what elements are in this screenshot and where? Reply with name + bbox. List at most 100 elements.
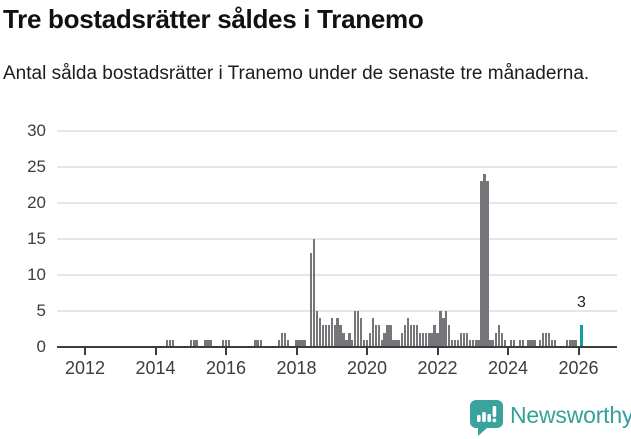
x-axis-tick-2026 bbox=[577, 348, 580, 355]
bar-2025-12 bbox=[574, 339, 577, 347]
bar-2015-06 bbox=[204, 339, 207, 347]
gridline-30 bbox=[57, 130, 617, 132]
newsworthy-logo[interactable]: Newsworthy bbox=[470, 400, 631, 436]
bar-2019-06 bbox=[345, 339, 348, 347]
newsworthy-bubble-chart-icon bbox=[470, 400, 503, 436]
bar-2015-03 bbox=[195, 339, 198, 347]
bar-2024-09 bbox=[530, 339, 533, 347]
bar-2018-06 bbox=[310, 253, 313, 347]
bar-2019-10 bbox=[357, 311, 360, 347]
bar-2025-04 bbox=[550, 339, 554, 347]
bar-2025-05 bbox=[553, 339, 557, 347]
x-axis-tick-2014 bbox=[154, 348, 157, 355]
bar-2022-04 bbox=[445, 311, 448, 347]
bar-2021-02 bbox=[404, 325, 407, 347]
bar-2023-12 bbox=[503, 339, 507, 347]
bar-2020-06 bbox=[380, 339, 383, 347]
bar-2022-08 bbox=[456, 339, 460, 347]
bar-2020-10 bbox=[392, 339, 395, 347]
gridline-15 bbox=[57, 238, 617, 240]
bar-2018-07 bbox=[312, 239, 316, 347]
bar-2024-03 bbox=[512, 339, 516, 347]
bar-2020-12 bbox=[398, 339, 401, 347]
bar-2018-03 bbox=[301, 339, 304, 347]
bar-2023-09 bbox=[495, 332, 498, 347]
bar-2022-10 bbox=[462, 332, 466, 347]
bar-2019-01 bbox=[330, 318, 333, 347]
bar-2023-01 bbox=[471, 339, 474, 347]
bar-2020-01 bbox=[365, 339, 369, 347]
bar-2019-08 bbox=[351, 339, 354, 347]
bar-2017-01 bbox=[260, 339, 263, 347]
bar-2021-06 bbox=[415, 325, 419, 347]
bar-2023-02 bbox=[474, 339, 477, 347]
bar-2024-12 bbox=[539, 339, 542, 347]
bar-2022-01 bbox=[436, 332, 439, 347]
y-axis-label-20: 20 bbox=[27, 193, 46, 212]
bar-2021-11 bbox=[430, 332, 433, 347]
gridline-5 bbox=[57, 310, 617, 312]
bar-2020-09 bbox=[389, 325, 392, 347]
bar-2018-12 bbox=[327, 325, 330, 347]
gridline-25 bbox=[57, 166, 617, 168]
bar-2017-07 bbox=[277, 339, 281, 347]
bar-2024-02 bbox=[509, 339, 513, 347]
bar-2017-09 bbox=[283, 332, 286, 347]
x-axis-label-2014: 2014 bbox=[135, 358, 176, 378]
bar-2018-01 bbox=[295, 339, 298, 347]
bar-2020-02 bbox=[368, 332, 372, 347]
bar-2019-02 bbox=[333, 325, 336, 347]
newsworthy-wordmark: Newsworthy bbox=[510, 402, 631, 428]
bar-2020-08 bbox=[386, 325, 389, 347]
bar-2023-07 bbox=[489, 339, 492, 347]
bar-2018-02 bbox=[298, 339, 301, 347]
x-axis-tick-2018 bbox=[295, 348, 298, 355]
bar-2025-10 bbox=[568, 339, 571, 347]
bar-2022-09 bbox=[459, 332, 463, 347]
bar-2019-03 bbox=[336, 318, 339, 347]
bar-2023-04 bbox=[480, 181, 483, 347]
bar-2016-11 bbox=[254, 339, 257, 347]
y-axis-label-10: 10 bbox=[27, 265, 46, 284]
bar-2017-10 bbox=[286, 339, 289, 347]
bar-2023-10 bbox=[498, 325, 501, 347]
bar-2014-05 bbox=[166, 339, 169, 347]
bar-2023-06 bbox=[486, 181, 489, 347]
y-axis-label-5: 5 bbox=[36, 301, 46, 320]
x-axis-tick-2016 bbox=[225, 348, 227, 355]
y-axis-label-0: 0 bbox=[36, 337, 46, 356]
y-axis-label-30: 30 bbox=[27, 121, 46, 140]
bar-2018-11 bbox=[324, 325, 328, 347]
gridline-20 bbox=[57, 202, 617, 204]
bar-2019-12 bbox=[362, 339, 366, 347]
bar-2022-12 bbox=[468, 339, 471, 347]
bar-2018-09 bbox=[318, 318, 322, 347]
x-axis-tick-2012 bbox=[84, 348, 86, 355]
x-axis-label-2018: 2018 bbox=[276, 358, 317, 378]
bar-2023-05 bbox=[483, 174, 486, 347]
bar-2024-06 bbox=[521, 339, 524, 347]
bar-2015-08 bbox=[210, 339, 213, 347]
bar-2017-08 bbox=[280, 332, 283, 347]
highlight-value-label: 3 bbox=[576, 294, 586, 312]
x-axis-tick-2024 bbox=[507, 348, 509, 355]
bar-2021-01 bbox=[401, 332, 404, 347]
bar-2022-06 bbox=[451, 339, 454, 347]
bar-2022-05 bbox=[448, 325, 451, 347]
bar-2023-08 bbox=[492, 339, 495, 347]
x-axis-label-2012: 2012 bbox=[64, 358, 106, 378]
bar-2020-07 bbox=[383, 332, 386, 347]
chart-title: Tre bostadsrätter såldes i Tranemo bbox=[3, 4, 424, 34]
x-axis-tick-2020 bbox=[366, 348, 368, 355]
bar-2014-06 bbox=[169, 339, 172, 347]
bar-2019-11 bbox=[359, 318, 363, 347]
bar-2022-03 bbox=[442, 318, 445, 347]
bar-2018-08 bbox=[315, 311, 319, 347]
bar-2019-04 bbox=[339, 325, 342, 347]
x-axis-line bbox=[57, 346, 617, 348]
bar-2020-05 bbox=[377, 325, 380, 347]
bar-2014-07 bbox=[171, 339, 175, 347]
x-axis-label-2026: 2026 bbox=[558, 358, 599, 378]
bar-2021-09 bbox=[424, 332, 427, 347]
